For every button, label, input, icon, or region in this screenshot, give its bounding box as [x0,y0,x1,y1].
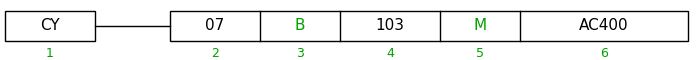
FancyBboxPatch shape [170,11,688,41]
Text: 4: 4 [386,47,394,60]
FancyBboxPatch shape [5,11,95,41]
Text: 3: 3 [296,47,304,60]
Text: M: M [473,18,487,33]
Text: B: B [294,18,306,33]
Text: 6: 6 [600,47,608,60]
Text: AC400: AC400 [579,18,628,33]
Text: 103: 103 [376,18,404,33]
Text: CY: CY [40,18,60,33]
Text: 2: 2 [211,47,219,60]
Text: 5: 5 [476,47,484,60]
Text: 07: 07 [205,18,225,33]
Text: 1: 1 [46,47,54,60]
